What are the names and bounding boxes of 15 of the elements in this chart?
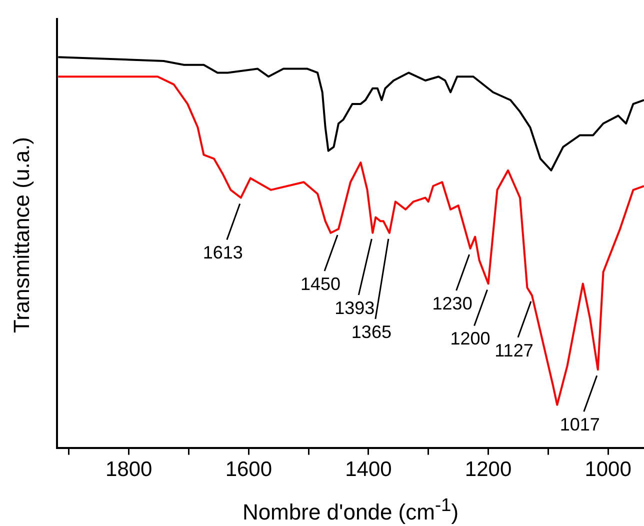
- annotation: 1200: [450, 328, 490, 349]
- y-axis-title: Transmittance (u.a.): [9, 136, 35, 334]
- x-tick-label: 1400: [345, 458, 392, 482]
- annotation: 1365: [351, 322, 392, 342]
- x-tick-label: 1800: [106, 458, 152, 482]
- annotation: 1613: [202, 242, 243, 263]
- annotation: 1127: [494, 340, 534, 360]
- annotation: 1017: [560, 414, 600, 435]
- annotation: 1230: [432, 294, 472, 314]
- x-tick-label: 1200: [464, 458, 512, 482]
- x-tick-label: 1600: [225, 458, 272, 482]
- annotation: 1393: [334, 298, 375, 318]
- x-tick-label: 1000: [584, 458, 632, 482]
- x-axis-title: Nombre d'onde (cm$^{-1}$): [241, 494, 460, 526]
- annotation: 1450: [300, 274, 341, 294]
